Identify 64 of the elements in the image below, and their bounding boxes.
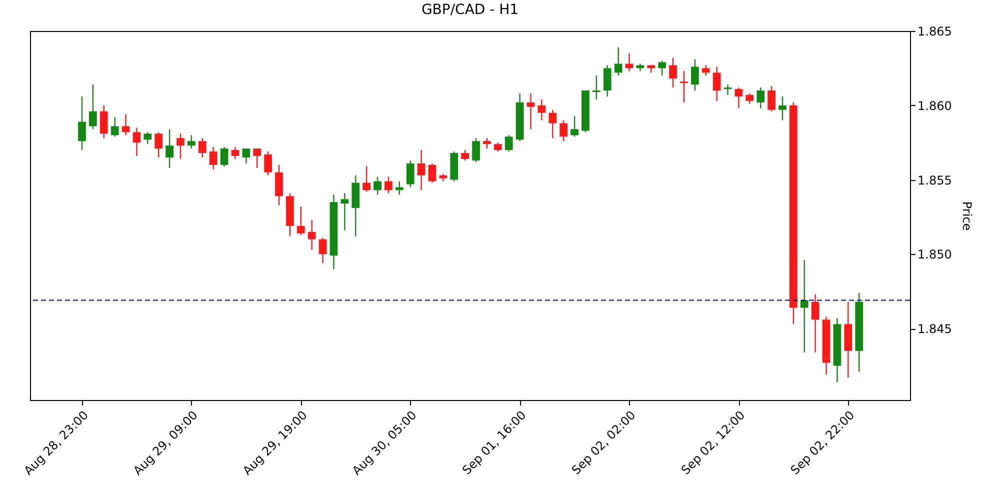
- candlestick: [658, 60, 666, 76]
- candlestick: [374, 176, 382, 196]
- candlestick: [242, 148, 250, 164]
- candlestick: [724, 84, 732, 96]
- candlestick: [78, 96, 86, 151]
- chart-title: GBP/CAD - H1: [421, 2, 519, 18]
- candlestick: [166, 128, 174, 168]
- candlestick: [680, 70, 688, 104]
- candlestick: [526, 92, 535, 130]
- candlestick: [702, 64, 710, 76]
- candlestick: [504, 134, 513, 152]
- candlestick: [144, 132, 152, 145]
- candlestick: [603, 64, 612, 98]
- candlestick: [362, 166, 371, 192]
- candlestick: [132, 127, 141, 157]
- candlestick: [154, 132, 163, 158]
- candlestick: [88, 84, 97, 130]
- y-tick-label: 1.865: [918, 24, 952, 38]
- y-tick-label: 1.845: [918, 322, 952, 336]
- y-tick-label: 1.860: [918, 98, 952, 113]
- candlestick: [669, 57, 677, 88]
- candlestick: [756, 86, 765, 109]
- candlestick: [395, 180, 404, 196]
- y-tick-label: 1.850: [918, 248, 952, 262]
- candlestick: [176, 133, 184, 160]
- candlestick: [384, 176, 392, 194]
- candlestick: [734, 86, 743, 109]
- candlestick: [406, 160, 414, 188]
- candlestick: [253, 148, 262, 168]
- candlestick: [560, 120, 568, 142]
- candlestick: [417, 149, 426, 191]
- candlestick: [625, 52, 634, 72]
- candlestick: [746, 92, 754, 105]
- candlestick: [538, 98, 546, 121]
- candlestick: [461, 149, 470, 162]
- candlestick: [296, 206, 305, 236]
- y-axis-title: Price: [960, 201, 974, 231]
- candlestick: [231, 146, 240, 160]
- candlestick: [592, 75, 600, 100]
- candlestick: [188, 134, 196, 150]
- candlestick: [811, 294, 820, 353]
- candlestick: [472, 138, 480, 163]
- candlestick: [548, 109, 557, 139]
- candlestick: [198, 138, 206, 158]
- y-tick-label: 1.855: [918, 173, 952, 188]
- candlestick: [768, 85, 776, 112]
- candlestick: [712, 66, 721, 102]
- candlestick: [690, 58, 699, 92]
- candlestick: [778, 96, 786, 121]
- candlestick: [100, 104, 108, 139]
- candlestick: [110, 116, 119, 138]
- candlestick: [483, 138, 491, 150]
- candlestick: [428, 162, 436, 184]
- candlestick: [308, 219, 316, 250]
- candlestick: [264, 150, 272, 176]
- candlestick: [570, 115, 578, 138]
- candlestick: [614, 46, 622, 76]
- candlestick: [318, 237, 327, 264]
- candlestick: [209, 146, 218, 170]
- candlestick: [220, 146, 228, 167]
- candlestick: [340, 192, 349, 231]
- candlestick: [800, 260, 808, 353]
- candlestick: [122, 114, 130, 136]
- candlestick: [275, 164, 283, 206]
